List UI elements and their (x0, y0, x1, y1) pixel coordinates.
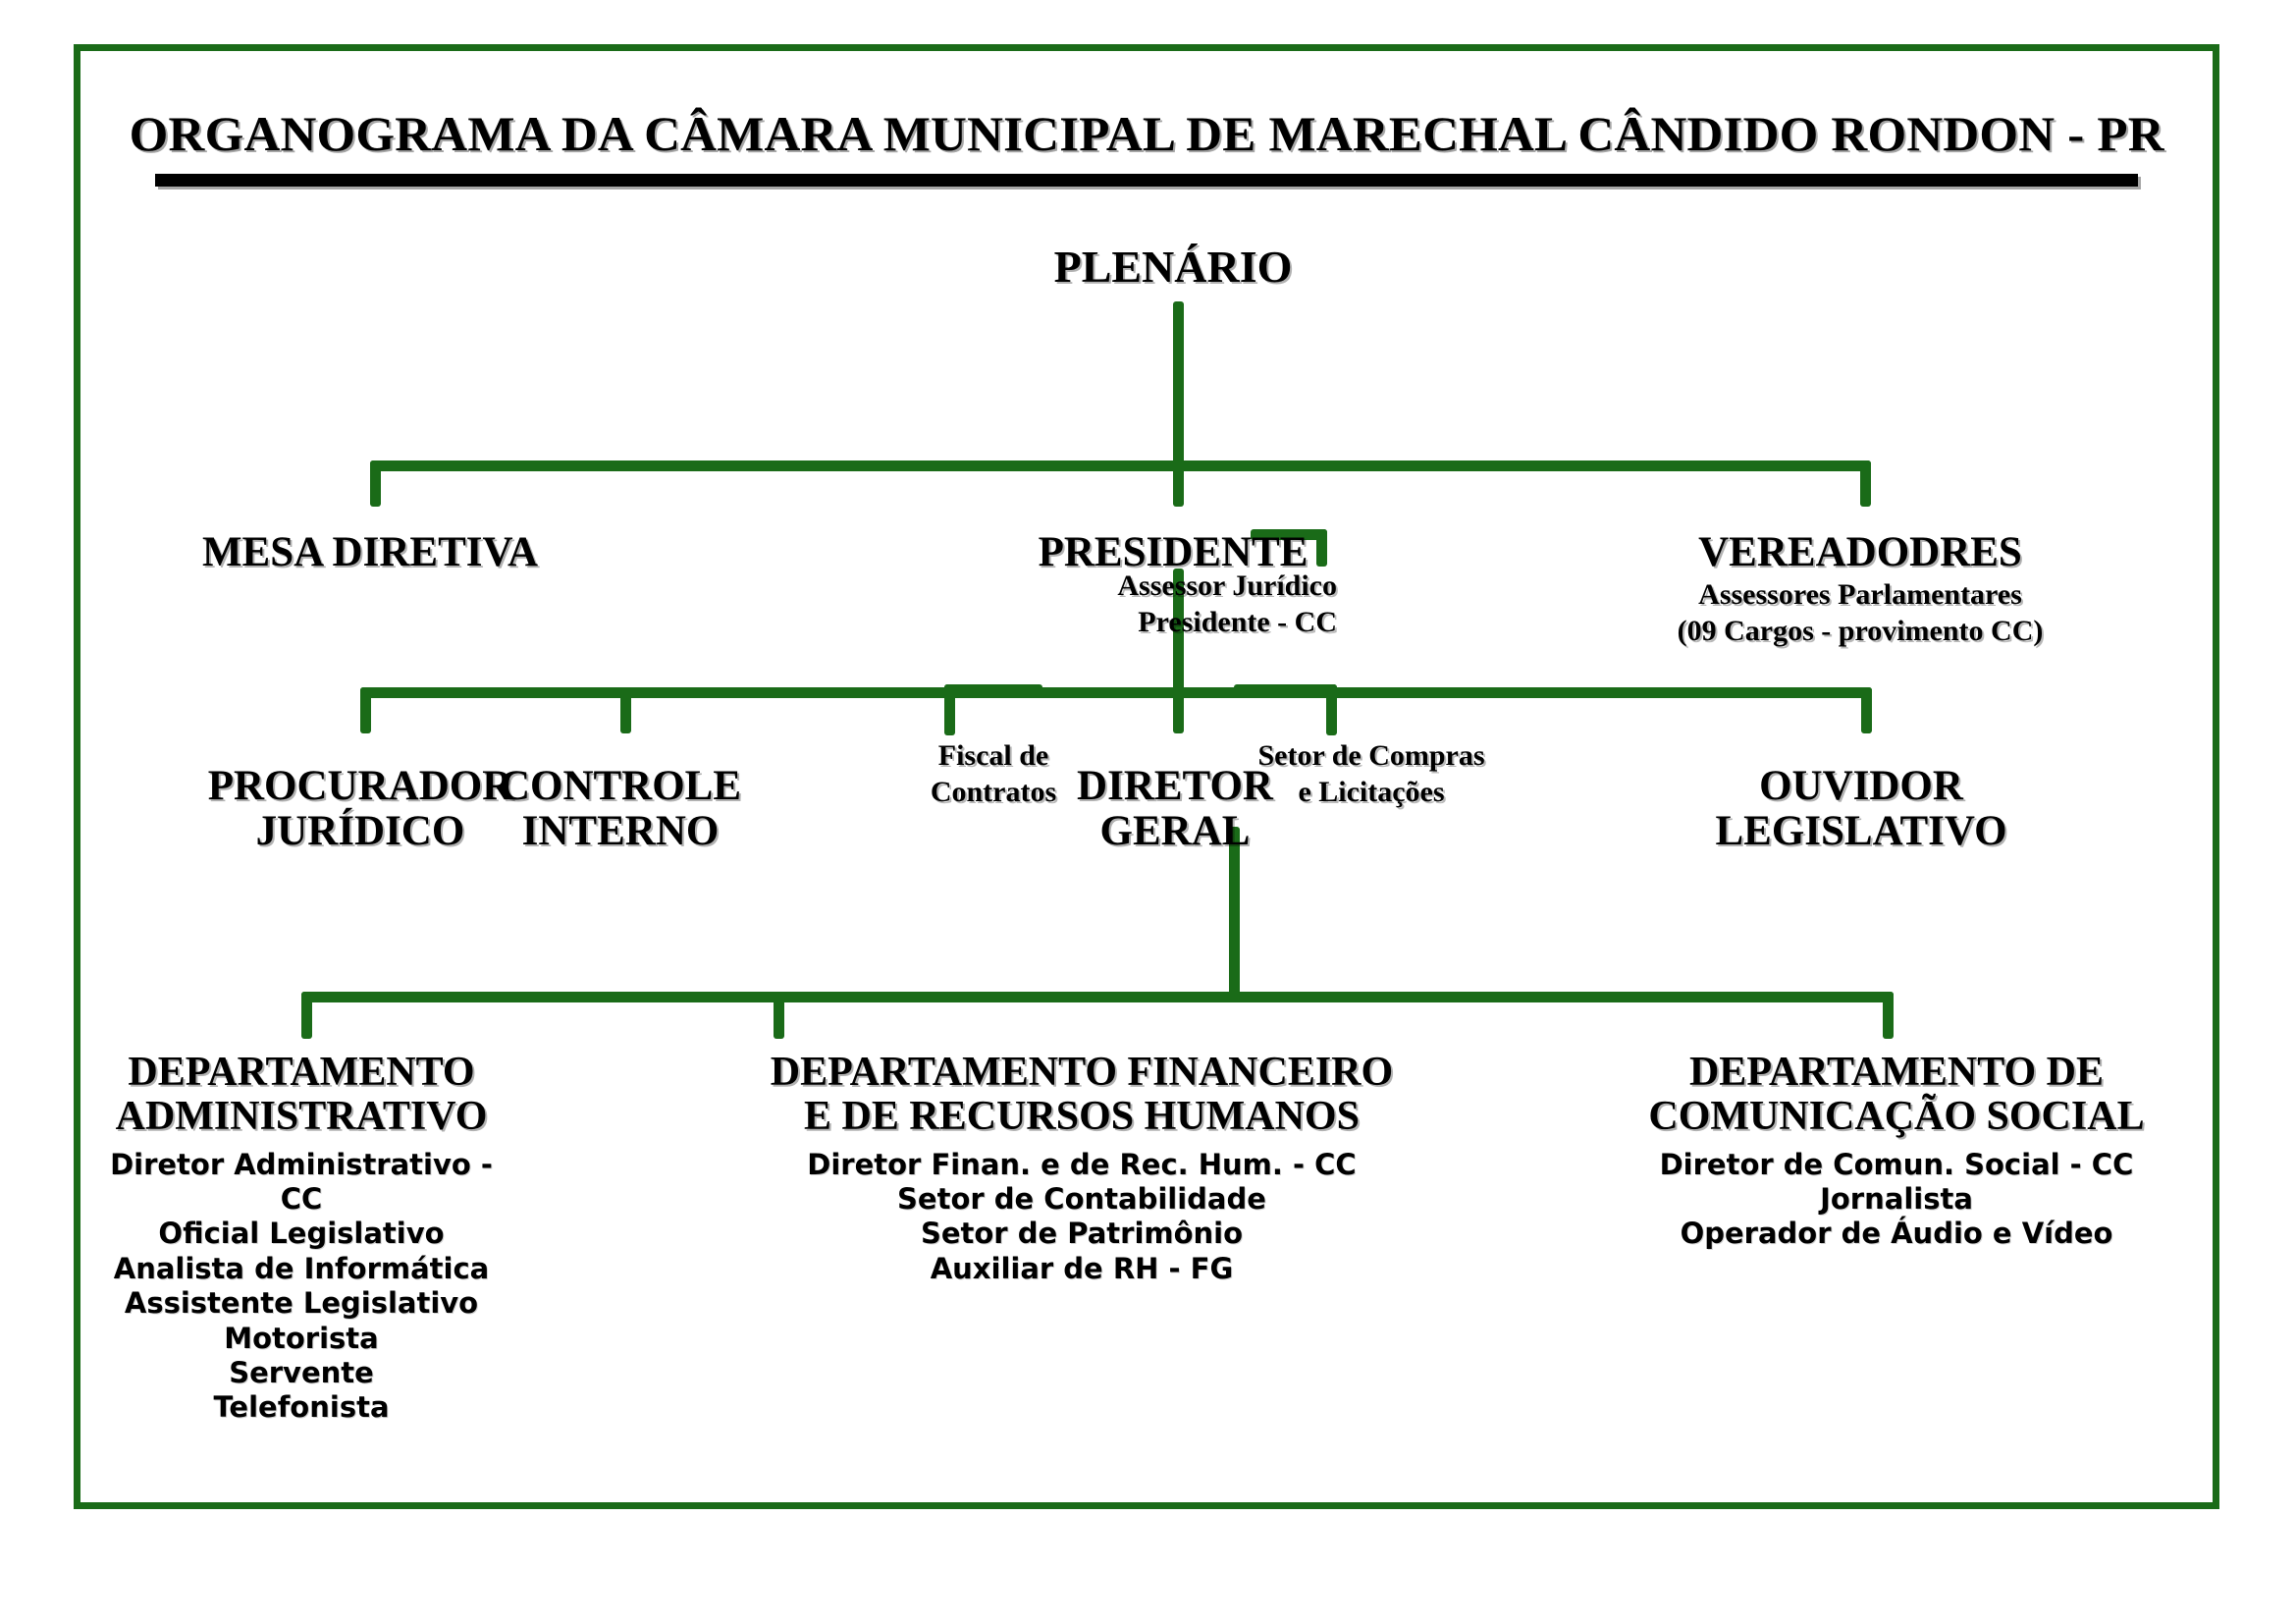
node-ouvidor-legislativo-title: OUVIDOR LEGISLATIVO (1715, 763, 2007, 855)
node-vereadores-annotation: Assessores Parlamentares (09 Cargos - pr… (1677, 578, 2044, 648)
node-departamento-financeiro-rh[interactable]: DEPARTAMENTO FINANCEIRO E DE RECURSOS HU… (689, 1050, 1474, 1286)
connector-fiscal-contratos-arm (944, 684, 1042, 695)
node-plenario[interactable]: PLENÁRIO (977, 243, 1369, 292)
connector-level2-bus (370, 460, 1871, 471)
connector-fiscal-contratos-drop (944, 684, 955, 735)
node-diretor-geral[interactable]: DIRETOR GERAL (1033, 763, 1317, 855)
node-departamento-administrativo[interactable]: DEPARTAMENTO ADMINISTRATIVO Diretor Admi… (90, 1050, 512, 1426)
node-mesa-diretiva-title: MESA DIRETIVA (201, 529, 539, 575)
connector-drop-dep-comunicacao (1883, 992, 1894, 1039)
node-mesa-diretiva[interactable]: MESA DIRETIVA (154, 529, 586, 575)
node-controle-interno[interactable]: CONTROLE INTERNO (454, 763, 787, 855)
connector-presidente-annot-drop (1316, 529, 1327, 567)
node-ouvidor-legislativo[interactable]: OUVIDOR LEGISLATIVO (1665, 763, 2057, 855)
connector-setor-compras-arm (1234, 684, 1337, 695)
page-title-block: ORGANOGRAMA DA CÂMARA MUNICIPAL DE MAREC… (80, 105, 2213, 187)
connector-departments-bus (301, 992, 1894, 1002)
node-presidente-title: PRESIDENTE (1038, 529, 1308, 575)
connector-presidente-annot-arm (1251, 529, 1327, 540)
connector-drop-ouvidor (1861, 687, 1872, 733)
connector-plenario-stem (1173, 301, 1184, 468)
connector-drop-mesa-diretiva (370, 460, 381, 507)
page-title: ORGANOGRAMA DA CÂMARA MUNICIPAL DE MAREC… (129, 106, 2164, 161)
connector-drop-controle-interno (620, 687, 631, 733)
organogram-frame: ORGANOGRAMA DA CÂMARA MUNICIPAL DE MAREC… (74, 44, 2219, 1509)
connector-drop-procurador (360, 687, 371, 733)
node-vereadores[interactable]: VEREADODRES Assessores Parlamentares (09… (1634, 529, 2086, 648)
connector-diretor-geral-stem (1229, 827, 1240, 999)
title-underline-rule (155, 174, 2138, 187)
node-departamento-comunicacao-social-roles: Diretor de Comun. Social - CC Jornalista… (1659, 1147, 2134, 1251)
connector-drop-dep-financeiro (774, 992, 784, 1039)
node-presidente-annotation: Assessor Jurídico Presidente - CC (1117, 569, 1337, 638)
node-departamento-comunicacao-social-title: DEPARTAMENTO DE COMUNICAÇÃO SOCIAL (1648, 1050, 2145, 1140)
node-departamento-administrativo-roles: Diretor Administrativo - CC Oficial Legi… (110, 1147, 493, 1425)
node-procurador-juridico-title: PROCURADOR JURÍDICO (207, 763, 513, 855)
connector-drop-presidente (1173, 460, 1184, 507)
connector-level3-bus (360, 687, 1872, 698)
node-procurador-juridico[interactable]: PROCURADOR JURÍDICO (164, 763, 557, 855)
node-departamento-financeiro-rh-title: DEPARTAMENTO FINANCEIRO E DE RECURSOS HU… (770, 1050, 1394, 1140)
node-presidente[interactable]: PRESIDENTE (977, 529, 1369, 575)
node-diretor-geral-annotation-left: Fiscal de Contratos (930, 739, 1057, 808)
node-departamento-financeiro-rh-roles: Diretor Finan. e de Rec. Hum. - CC Setor… (807, 1147, 1357, 1285)
connector-setor-compras-drop (1326, 684, 1337, 735)
connector-drop-vereadores (1860, 460, 1871, 507)
node-departamento-comunicacao-social[interactable]: DEPARTAMENTO DE COMUNICAÇÃO SOCIAL Diret… (1592, 1050, 2201, 1252)
node-diretor-geral-annotation-right: Setor de Compras e Licitações (1257, 739, 1485, 808)
node-departamento-administrativo-title: DEPARTAMENTO ADMINISTRATIVO (115, 1050, 488, 1140)
node-plenario-title: PLENÁRIO (1053, 242, 1293, 292)
node-diretor-geral-title: DIRETOR GERAL (1077, 763, 1273, 855)
connector-drop-diretor-geral (1173, 687, 1184, 733)
connector-presidente-stem (1173, 568, 1184, 696)
connector-drop-dep-administrativo (301, 992, 312, 1039)
node-vereadores-title: VEREADODRES (1698, 529, 2022, 575)
node-controle-interno-title: CONTROLE INTERNO (499, 763, 742, 855)
